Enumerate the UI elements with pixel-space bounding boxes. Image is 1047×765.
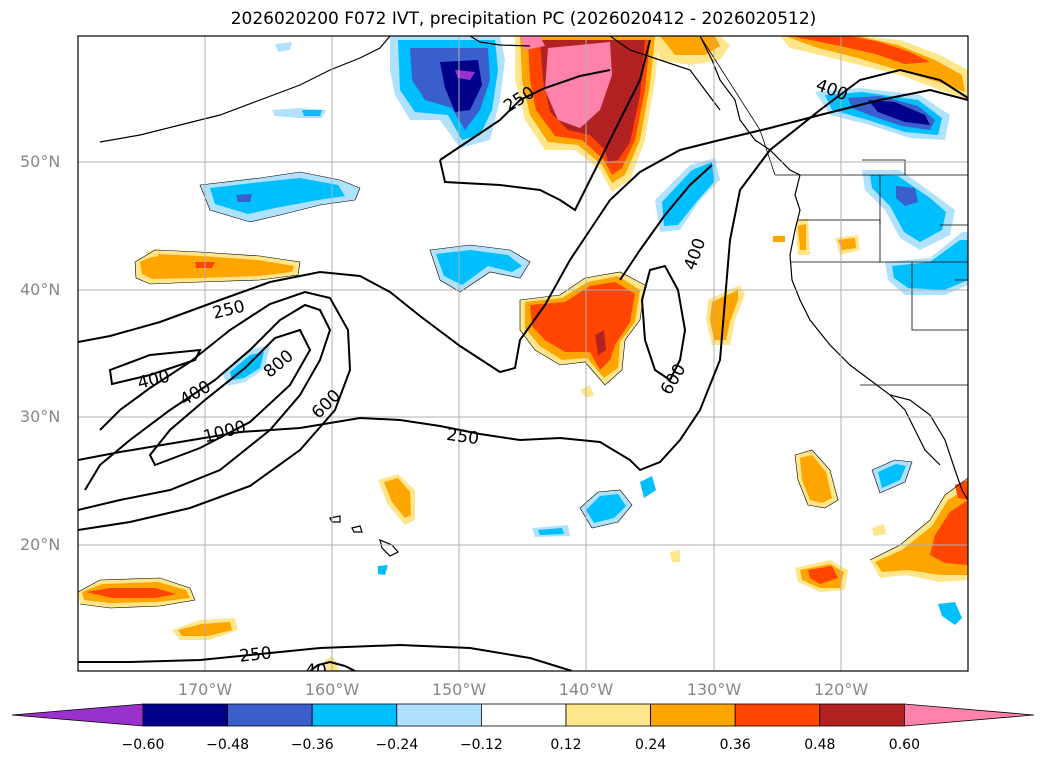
colorbar-tick-label: −0.48 xyxy=(206,737,250,753)
political-borders xyxy=(699,36,968,386)
colorbar-extend-low xyxy=(11,703,144,727)
colorbar xyxy=(11,703,1035,727)
map-title: 2026020200 F072 IVT, precipitation PC (2… xyxy=(230,9,817,29)
contour-label: 250 xyxy=(445,425,480,449)
contour-label: 250 xyxy=(238,643,272,666)
lon-label: 170°W xyxy=(177,680,233,699)
shade-outlines xyxy=(78,171,968,609)
lat-label: 30°N xyxy=(20,407,61,426)
colorbar-tick-label: 0.48 xyxy=(804,737,836,753)
colorbar-segment xyxy=(565,703,651,727)
precip-negative-areas xyxy=(200,36,968,625)
colorbar-segment xyxy=(396,703,482,727)
colorbar-tick-label: −0.12 xyxy=(459,737,503,753)
lat-label: 50°N xyxy=(20,152,61,171)
colorbar-tick-label: −0.24 xyxy=(375,737,419,753)
lon-label: 150°W xyxy=(431,680,487,699)
gridlines xyxy=(78,36,968,671)
lon-label: 160°W xyxy=(304,680,360,699)
lat-label: 20°N xyxy=(20,535,61,554)
lat-label: 40°N xyxy=(20,280,61,299)
lon-label: 140°W xyxy=(558,680,614,699)
colorbar-tick-label: −0.60 xyxy=(121,737,165,753)
lon-label: 120°W xyxy=(813,680,869,699)
colorbar-segment xyxy=(480,703,567,727)
contour-label: 40 xyxy=(305,661,327,681)
colorbar-extend-high xyxy=(904,703,1035,727)
colorbar-tick-label: −0.36 xyxy=(290,737,334,753)
ivt-contours xyxy=(78,39,968,671)
colorbar-segment xyxy=(311,703,398,727)
precip-positive-areas xyxy=(78,36,968,671)
plot-frame xyxy=(77,35,969,672)
coastlines xyxy=(99,36,968,557)
colorbar-segment xyxy=(819,703,905,727)
colorbar-segment xyxy=(734,703,821,727)
colorbar-segment xyxy=(142,703,228,727)
colorbar-tick-label: 0.60 xyxy=(888,737,920,753)
colorbar-tick-label: 0.36 xyxy=(719,737,751,753)
lon-label: 130°W xyxy=(686,680,742,699)
colorbar-tick-label: 0.12 xyxy=(550,737,582,753)
colorbar-segment xyxy=(227,703,313,727)
colorbar-tick-label: 0.24 xyxy=(635,737,667,753)
colorbar-segment xyxy=(650,703,736,727)
